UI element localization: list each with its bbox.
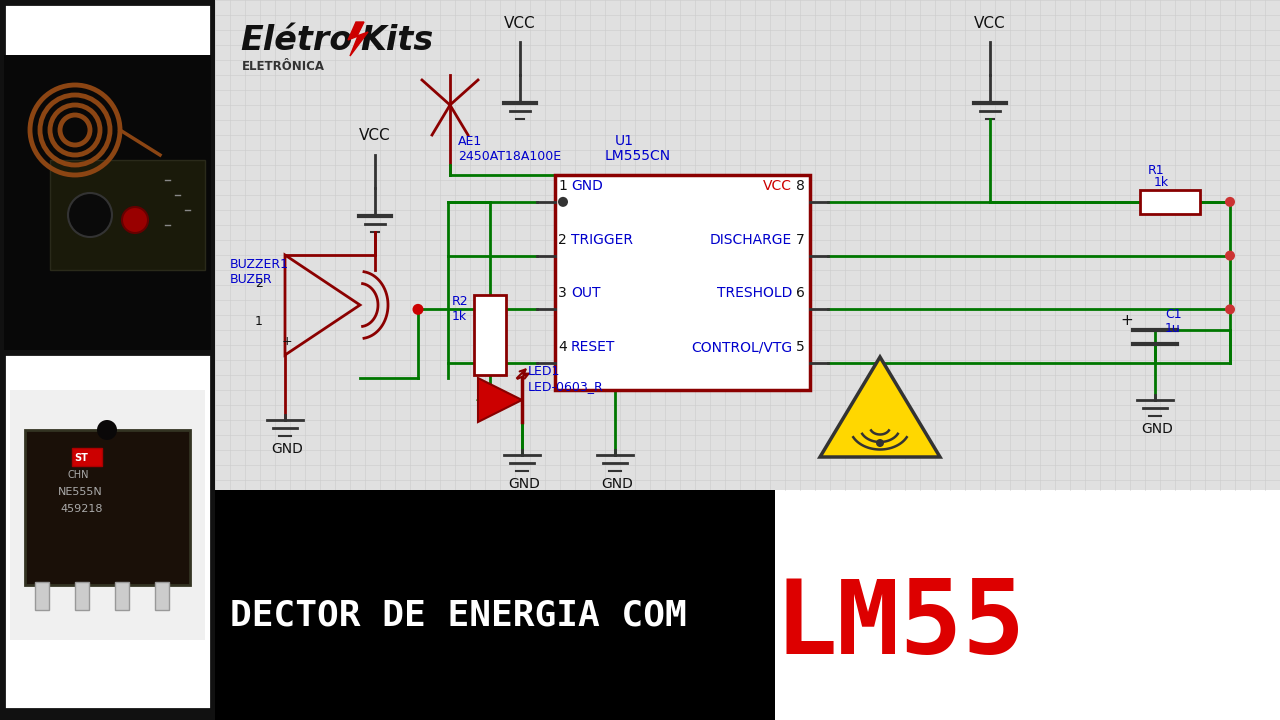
Circle shape [876,439,884,447]
Bar [215,0,1280,490]
Text: LED1: LED1 [529,365,561,378]
Bar [0,0,215,720]
Text: BUZZER1: BUZZER1 [230,258,289,271]
Circle shape [558,197,568,207]
Text: TRIGGER: TRIGGER [571,233,634,247]
Bar [155,582,169,610]
Text: 3: 3 [558,287,567,300]
Text: VCC: VCC [974,16,1006,31]
Text: CHN: CHN [68,470,90,480]
Bar [1140,190,1201,214]
Text: VCC: VCC [504,16,535,31]
Bar [50,160,205,270]
Text: LED-0603_R: LED-0603_R [529,380,604,393]
Text: Elétro: Elétro [241,24,352,57]
Text: 2450AT18A100E: 2450AT18A100E [458,150,561,163]
Text: 459218: 459218 [60,504,102,514]
Circle shape [412,304,424,315]
Bar [4,55,211,350]
Text: GND: GND [1140,422,1172,436]
Text: GND: GND [602,477,632,491]
Bar [215,490,774,720]
Bar [26,430,189,585]
Circle shape [122,207,148,233]
Text: 8: 8 [796,179,805,193]
Circle shape [97,420,116,440]
Text: 7: 7 [796,233,805,247]
Text: CONTROL/VTG: CONTROL/VTG [691,340,792,354]
Bar [72,448,102,466]
Text: VCC: VCC [358,128,390,143]
Text: R2: R2 [452,295,468,308]
Text: GND: GND [571,179,603,193]
Text: 1k: 1k [1155,176,1169,189]
Text: LM555CN: LM555CN [605,149,671,163]
Text: NE555N: NE555N [58,487,102,497]
Bar [115,582,129,610]
Text: 6: 6 [796,287,805,300]
Text: R1: R1 [1148,164,1165,177]
Text: 1: 1 [558,179,567,193]
Text: TRESHOLD: TRESHOLD [717,287,792,300]
Text: 1k: 1k [452,310,467,323]
Text: 4: 4 [558,340,567,354]
Text: BUZER: BUZER [230,273,273,286]
Bar [35,582,49,610]
Text: RESET: RESET [571,340,616,354]
Polygon shape [348,22,369,56]
Text: DECTOR DE ENERGIA COM: DECTOR DE ENERGIA COM [230,598,687,632]
Text: GND: GND [508,477,540,491]
Text: 1: 1 [255,315,262,328]
Circle shape [1225,305,1235,315]
Text: 2: 2 [558,233,567,247]
Text: LM55: LM55 [774,575,1027,675]
Text: 1u: 1u [1165,322,1180,335]
Polygon shape [477,378,522,422]
Bar [556,175,810,390]
Text: ELETRÔNICA: ELETRÔNICA [242,60,325,73]
Text: GND: GND [271,442,303,456]
Text: +: + [1120,313,1133,328]
Text: C1: C1 [1165,308,1181,321]
Bar [4,354,211,709]
Text: 5: 5 [796,340,805,354]
Circle shape [1225,251,1235,261]
Text: AE1: AE1 [458,135,483,148]
Text: Kits: Kits [360,24,433,57]
Circle shape [68,193,113,237]
Text: DISCHARGE: DISCHARGE [709,233,792,247]
Text: +: + [282,335,293,348]
Bar [4,4,211,349]
Text: 2: 2 [255,277,262,290]
Bar [10,390,205,640]
Text: OUT: OUT [571,287,600,300]
Circle shape [1225,197,1235,207]
Text: ST: ST [74,453,88,463]
Text: U1: U1 [614,134,634,148]
Bar [474,295,506,375]
Polygon shape [820,357,940,457]
Bar [76,582,90,610]
Text: VCC: VCC [763,179,792,193]
